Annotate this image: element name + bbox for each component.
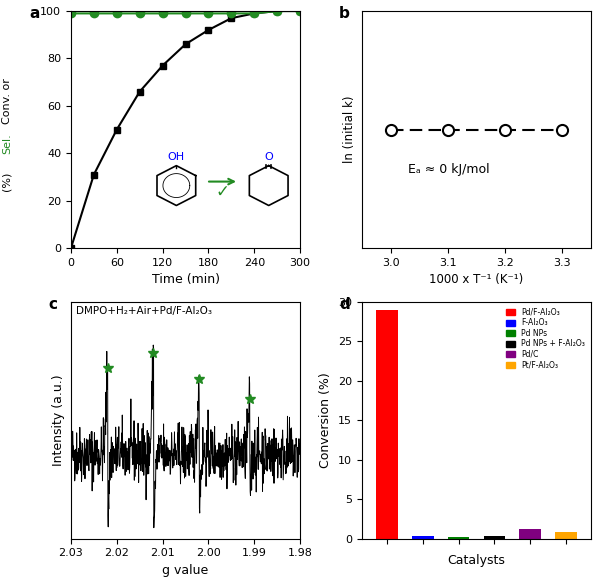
Text: Eₐ ≈ 0 kJ/mol: Eₐ ≈ 0 kJ/mol: [408, 163, 489, 176]
X-axis label: g value: g value: [163, 564, 209, 577]
Text: a: a: [30, 6, 40, 21]
Bar: [376, 310, 398, 539]
Text: Sel.: Sel.: [2, 134, 12, 154]
X-axis label: 1000 x T⁻¹ (K⁻¹): 1000 x T⁻¹ (K⁻¹): [429, 273, 524, 286]
Bar: [520, 529, 541, 539]
Text: (%): (%): [2, 172, 12, 192]
Y-axis label: Conversion (%): Conversion (%): [319, 373, 332, 468]
Text: d: d: [339, 297, 350, 312]
Y-axis label: Intensity (a.u.): Intensity (a.u.): [53, 374, 65, 466]
Text: b: b: [339, 6, 350, 21]
X-axis label: Time (min): Time (min): [151, 273, 219, 286]
X-axis label: Catalysts: Catalysts: [447, 554, 505, 567]
Text: c: c: [48, 297, 57, 312]
Text: Conv. or: Conv. or: [2, 78, 12, 124]
Bar: [412, 537, 434, 539]
Bar: [448, 537, 469, 539]
Legend: Pd/F-Al₂O₃, F-Al₂O₃, Pd NPs, Pd NPs + F-Al₂O₃, Pd/C, Pt/F-Al₂O₃: Pd/F-Al₂O₃, F-Al₂O₃, Pd NPs, Pd NPs + F-…: [504, 305, 587, 371]
Y-axis label: ln (initial k): ln (initial k): [343, 96, 356, 164]
Text: DMPO+H₂+Air+Pd/F-Al₂O₃: DMPO+H₂+Air+Pd/F-Al₂O₃: [75, 307, 212, 317]
Bar: [484, 537, 505, 539]
Bar: [556, 533, 576, 539]
